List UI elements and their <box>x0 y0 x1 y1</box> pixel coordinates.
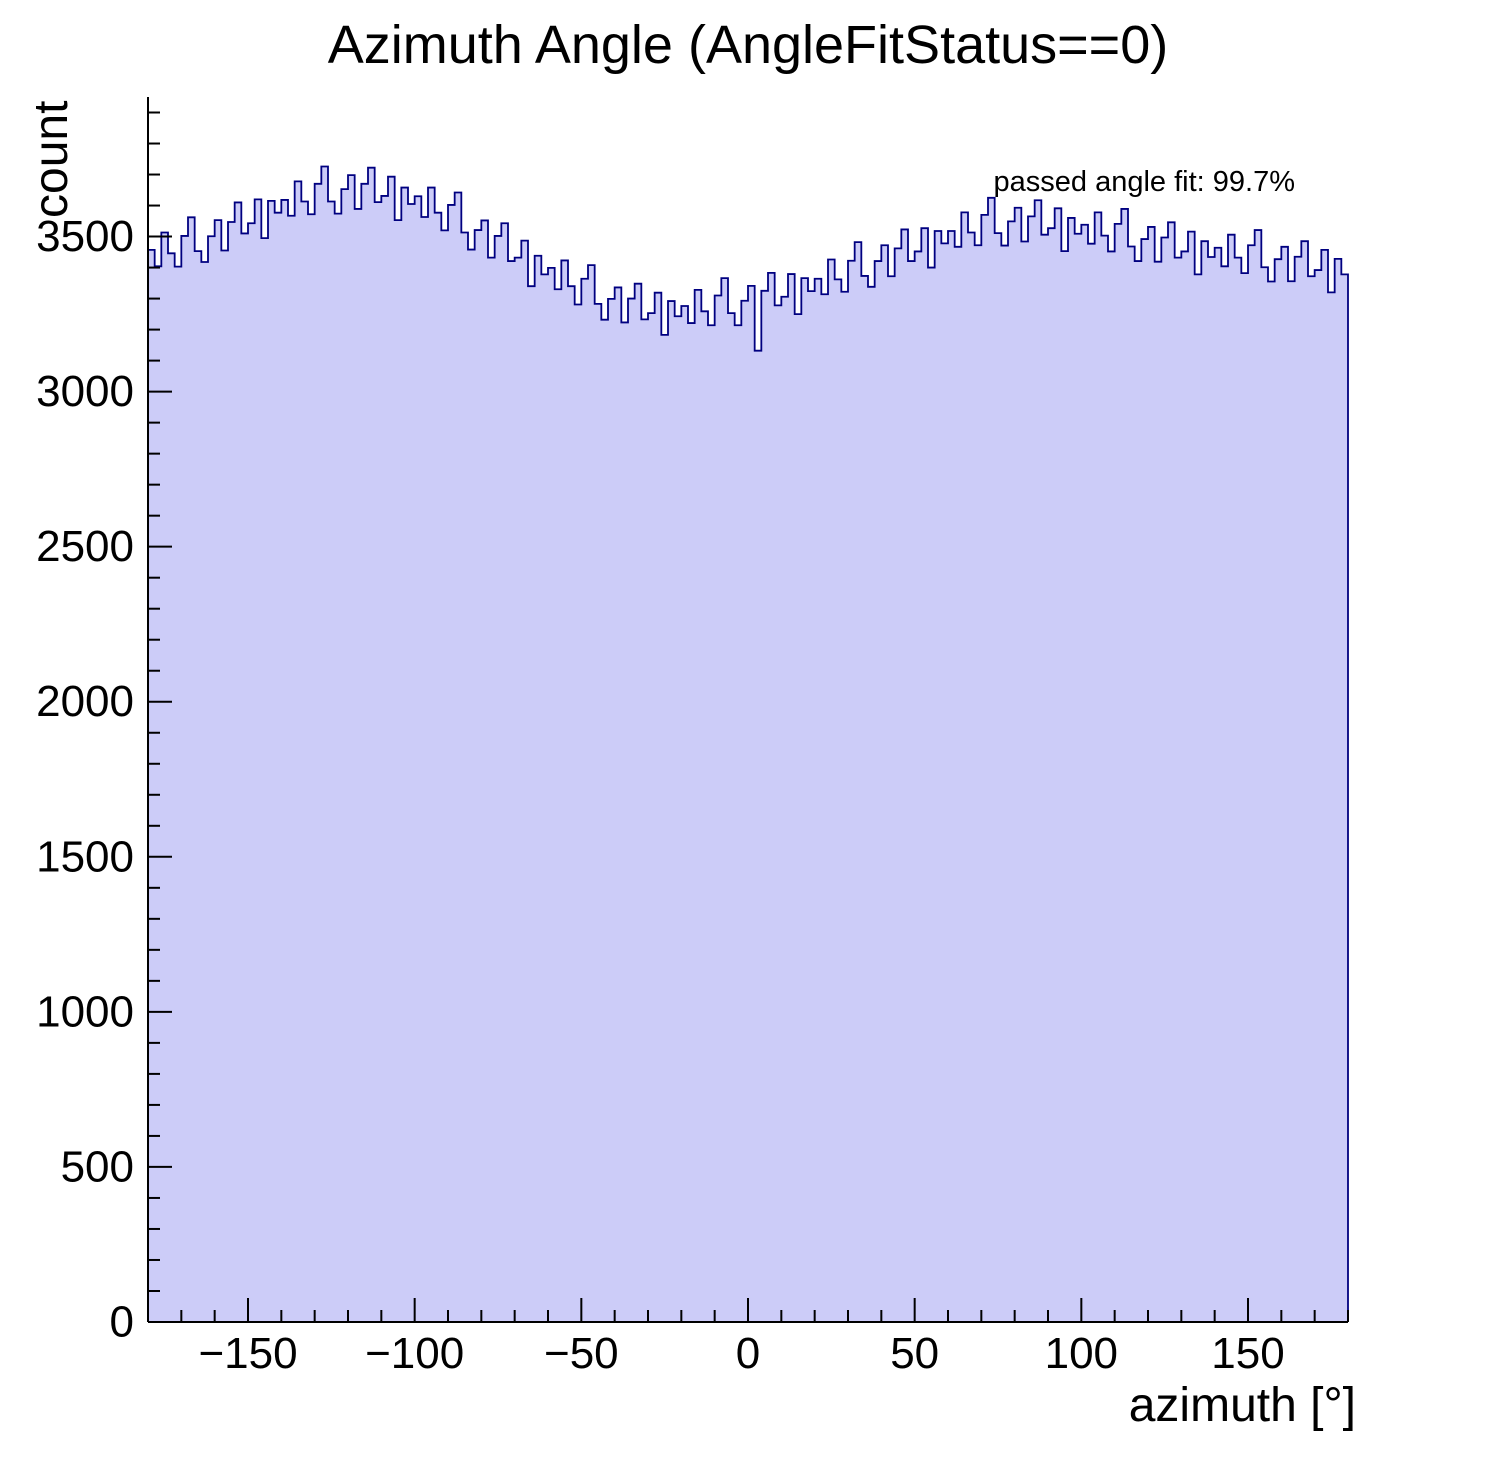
histogram-outline <box>147 165 1349 1322</box>
x-tick-label: 100 <box>1045 1329 1118 1378</box>
chart-title: Azimuth Angle (AngleFitStatus==0) <box>327 15 1169 75</box>
x-tick-label: −50 <box>544 1329 619 1378</box>
y-tick-label: 0 <box>110 1298 134 1347</box>
y-tick-label: 2000 <box>36 677 134 726</box>
y-tick-label: 500 <box>61 1142 134 1191</box>
x-tick-label: 0 <box>736 1329 760 1378</box>
y-axis-title: count <box>25 100 78 218</box>
histogram-fill <box>148 166 1348 1322</box>
x-tick-label: −150 <box>198 1329 297 1378</box>
x-tick-label: −100 <box>365 1329 464 1378</box>
x-tick-label: 150 <box>1211 1329 1284 1378</box>
y-tick-label: 1000 <box>36 987 134 1036</box>
x-tick-label: 50 <box>890 1329 939 1378</box>
y-tick-label: 3500 <box>36 212 134 261</box>
y-tick-label: 2500 <box>36 522 134 571</box>
y-tick-label: 3000 <box>36 367 134 416</box>
x-axis-title: azimuth [°] <box>1128 1379 1356 1432</box>
y-tick-label: 1500 <box>36 832 134 881</box>
passed-fit-annotation: passed angle fit: 99.7% <box>993 166 1295 198</box>
